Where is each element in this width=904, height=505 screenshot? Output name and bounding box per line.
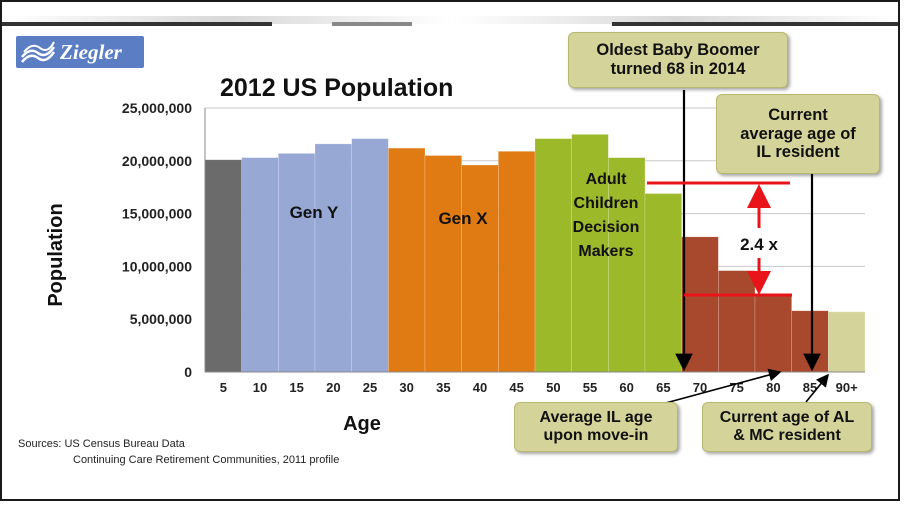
y-tick-label: 5,000,000 xyxy=(130,311,192,327)
adult-children-line-3: Decision xyxy=(573,219,640,236)
x-tick-label: 5 xyxy=(220,380,227,395)
bar-age-55 xyxy=(571,134,609,373)
adult-children-line-1: Adult xyxy=(586,171,628,188)
callout-il-resident: Current average age of IL resident xyxy=(716,94,880,174)
x-tick-label: 65 xyxy=(656,380,670,395)
bar-age-90plus xyxy=(828,311,866,373)
bar-age-40 xyxy=(461,164,499,373)
bar-age-60 xyxy=(608,157,646,373)
callout-il-move-in-line-2: upon move-in xyxy=(543,427,649,444)
x-tick-label: 10 xyxy=(253,380,267,395)
callout-al-mc-line-1: Current age of AL xyxy=(719,408,855,426)
x-tick-label: 45 xyxy=(509,380,523,395)
x-tick-label: 40 xyxy=(473,380,487,395)
sources-line-1: Sources: US Census Bureau Data xyxy=(18,438,185,450)
wave-logo-icon xyxy=(21,41,56,63)
bar-age-65 xyxy=(644,193,682,373)
adult-children-line-4: Makers xyxy=(578,243,633,260)
x-tick-label: 35 xyxy=(436,380,450,395)
x-tick-label: 50 xyxy=(546,380,560,395)
callout-oldest-boomer-line-1: Oldest Baby Boomer xyxy=(596,41,760,60)
bar-age-25 xyxy=(351,138,389,373)
bar-age-85 xyxy=(791,310,829,373)
x-tick-label: 85 xyxy=(803,380,817,395)
bar-age-35 xyxy=(424,155,462,373)
bar-age-70 xyxy=(681,236,719,373)
gen-y-label: Gen Y xyxy=(290,203,339,222)
callout-al-mc-resident: Current age of AL & MC resident xyxy=(702,402,872,452)
callout-al-mc-line-2: & MC resident xyxy=(733,427,841,444)
y-tick-label: 0 xyxy=(184,364,192,380)
x-tick-label: 55 xyxy=(583,380,597,395)
logo-text: Ziegler xyxy=(60,39,122,64)
bars xyxy=(204,134,866,373)
y-axis-title: Population xyxy=(45,203,67,306)
bar-age-45 xyxy=(498,150,536,373)
top-decoration-bar xyxy=(2,16,898,26)
bar-age-5 xyxy=(204,159,242,373)
x-tick-label: 60 xyxy=(619,380,633,395)
adult-children-label: Adult Children Decision Makers xyxy=(573,171,640,260)
ziegler-logo: Ziegler xyxy=(16,36,144,68)
bar-age-20 xyxy=(314,143,352,373)
annotations: 2.4 x xyxy=(647,90,830,405)
callout-oldest-boomer: Oldest Baby Boomer turned 68 in 2014 xyxy=(568,32,788,88)
x-tick-label: 30 xyxy=(399,380,413,395)
y-tick-label: 25,000,000 xyxy=(122,100,192,116)
move-in-arrow xyxy=(661,368,782,405)
callout-il-move-in-line-1: Average IL age xyxy=(539,408,653,426)
callout-il-resident-line-1: Current xyxy=(768,105,828,124)
x-tick-label: 80 xyxy=(766,380,780,395)
x-tick-label: 25 xyxy=(363,380,377,395)
y-tick-label: 10,000,000 xyxy=(122,258,192,274)
adult-children-line-2: Children xyxy=(574,195,639,212)
al-mc-arrow xyxy=(805,373,830,403)
bar-age-10 xyxy=(241,157,279,373)
chart-title: 2012 US Population xyxy=(220,74,454,102)
axes: 0 5,000,000 10,000,000 15,000,000 20,000,000… xyxy=(122,100,865,395)
callout-oldest-boomer-line-2: turned 68 in 2014 xyxy=(610,60,746,78)
bar-age-80 xyxy=(754,294,792,373)
x-axis-title: Age xyxy=(343,413,381,435)
sources-line-2: Continuing Care Retirement Communities, … xyxy=(73,454,340,466)
gen-x-label: Gen X xyxy=(438,209,488,228)
bar-age-15 xyxy=(278,153,316,373)
y-tick-label: 15,000,000 xyxy=(122,206,192,222)
x-tick-label: 90+ xyxy=(836,380,858,395)
x-tick-label: 70 xyxy=(693,380,707,395)
sources-note: Sources: US Census Bureau Data Continuin… xyxy=(18,436,339,468)
ratio-label: 2.4 x xyxy=(740,235,778,254)
y-tick-label: 20,000,000 xyxy=(122,153,192,169)
x-tick-label: 20 xyxy=(326,380,340,395)
callout-il-move-in: Average IL age upon move-in xyxy=(514,402,678,452)
bar-age-30 xyxy=(388,147,426,373)
bar-age-50 xyxy=(534,138,572,373)
x-tick-label: 15 xyxy=(289,380,303,395)
callout-il-resident-line-3: IL resident xyxy=(756,143,840,162)
callout-il-resident-line-2: average age of xyxy=(740,124,856,143)
bar-age-75 xyxy=(718,270,756,373)
x-tick-label: 75 xyxy=(729,380,743,395)
